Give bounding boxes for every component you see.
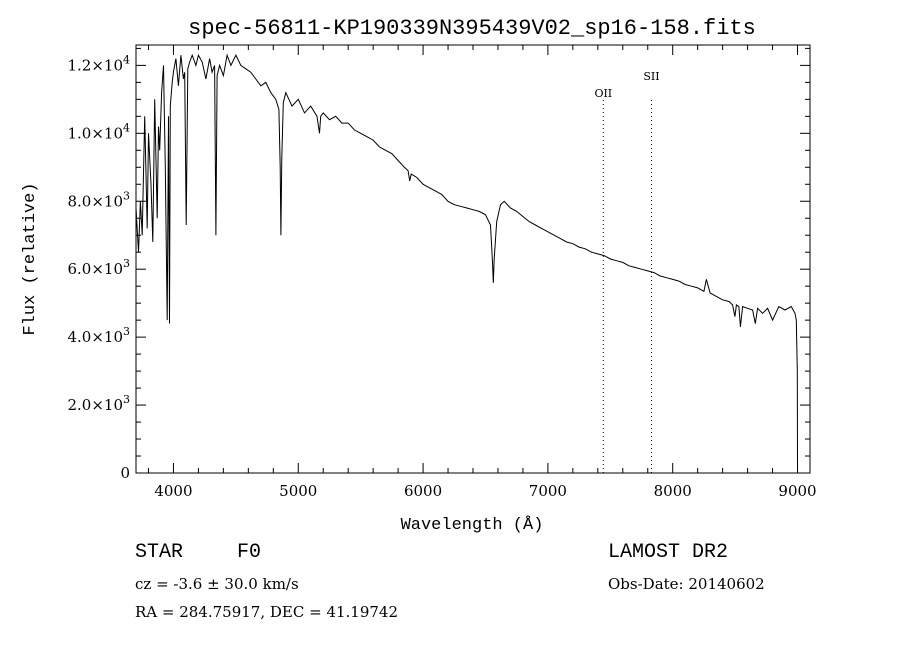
x-tick-label: 5000 xyxy=(279,482,317,500)
axis-ticks xyxy=(136,45,810,474)
y-tick-label: 4.0×103 xyxy=(67,325,130,346)
plot-frame xyxy=(135,44,811,474)
coordinates-text: RA = 284.75917, DEC = 41.19742 xyxy=(135,603,399,621)
y-tick-label: 0 xyxy=(120,464,130,482)
y-tick-label: 1.2×104 xyxy=(67,53,130,74)
line-markers: OII SII xyxy=(594,70,660,473)
x-tick-labels: 4000 5000 6000 7000 8000 9000 xyxy=(154,482,816,500)
y-tick-label: 1.0×104 xyxy=(67,121,130,142)
obs-date-text: Obs-Date: 20140602 xyxy=(608,575,765,593)
class-label: STAR xyxy=(135,541,184,564)
y-axis-label: Flux (relative) xyxy=(21,182,40,335)
survey-label: LAMOST DR2 xyxy=(608,541,729,564)
y-tick-label: 6.0×103 xyxy=(67,257,130,278)
line-marker-label: OII xyxy=(594,87,612,100)
spectrum-line xyxy=(135,53,798,467)
x-tick-label: 4000 xyxy=(154,482,192,500)
y-tick-label: 2.0×103 xyxy=(67,393,130,414)
x-axis-label: Wavelength (Å) xyxy=(401,516,544,535)
x-tick-label: 7000 xyxy=(529,482,567,500)
line-marker-label: SII xyxy=(643,70,659,83)
x-tick-label: 9000 xyxy=(778,482,816,500)
y-tick-labels: 0 2.0×103 4.0×103 6.0×103 8.0×103 1.0×104 1.2×… xyxy=(67,53,130,482)
chart-title: spec-56811-KP190339N395439V02_sp16-158.f… xyxy=(188,16,756,41)
x-tick-label: 6000 xyxy=(404,482,442,500)
x-tick-label: 8000 xyxy=(654,482,692,500)
subclass-label: F0 xyxy=(237,541,262,564)
y-tick-label: 8.0×103 xyxy=(67,189,130,210)
redshift-text: cz = -3.6 ± 30.0 km/s xyxy=(135,575,299,593)
